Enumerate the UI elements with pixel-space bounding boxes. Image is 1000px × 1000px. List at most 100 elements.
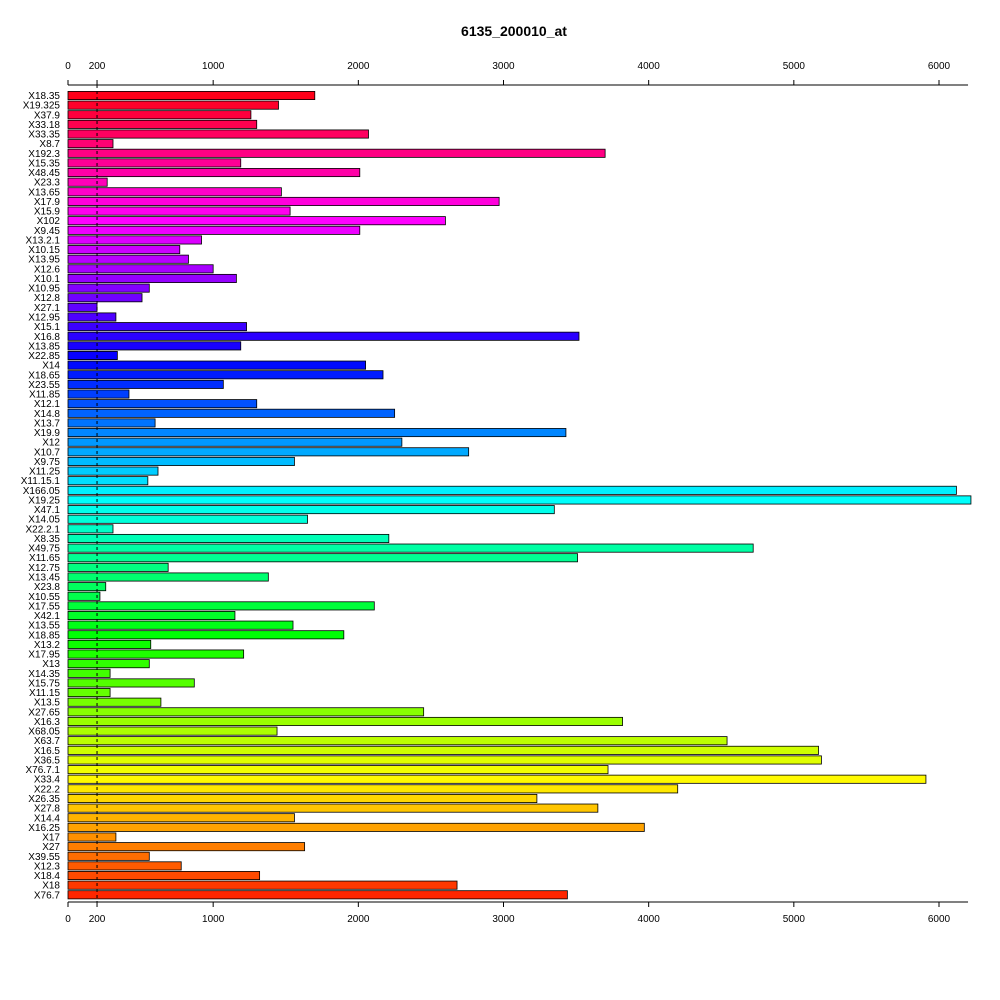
category-label: X42.1: [34, 611, 61, 622]
category-label: X12.3: [34, 861, 61, 872]
bar: [67, 418, 156, 428]
bar: [67, 168, 361, 178]
bottom-tick-label: 0: [65, 914, 71, 925]
category-label: X12.8: [34, 293, 61, 304]
bar: [67, 601, 375, 611]
bar: [67, 437, 403, 447]
category-label: X11.85: [29, 390, 60, 401]
category-label: X10.7: [34, 447, 61, 458]
category-label: X76.7.1: [26, 765, 61, 776]
category-label: X15.75: [28, 678, 60, 689]
category-label: X14.35: [28, 669, 60, 680]
bar: [67, 649, 245, 659]
bar: [67, 611, 236, 621]
bar: [67, 110, 252, 120]
category-label: X11.15.1: [21, 476, 61, 487]
bottom-tick-label: 2000: [347, 914, 370, 925]
bar: [67, 187, 282, 197]
category-label: X10.15: [28, 245, 60, 256]
bar: [67, 379, 224, 389]
category-label: X13: [42, 659, 60, 670]
category-label: X12.6: [34, 264, 61, 275]
category-label: X16.8: [34, 332, 61, 343]
bar: [67, 264, 214, 274]
bar: [67, 254, 189, 264]
bar: [67, 331, 580, 341]
bar: [67, 360, 366, 370]
bar: [67, 216, 446, 226]
bar: [67, 668, 111, 678]
bottom-tick-label: 1000: [202, 914, 225, 925]
bottom-tick-label: 3000: [492, 914, 515, 925]
category-label: X23.55: [28, 380, 60, 391]
bar: [67, 678, 195, 688]
category-label: X11.65: [29, 553, 60, 564]
category-label: X166.05: [23, 486, 61, 497]
bar: [67, 880, 458, 890]
category-label: X22.85: [28, 351, 60, 362]
bar: [67, 861, 182, 871]
bar: [67, 148, 606, 158]
category-label: X19.25: [28, 495, 60, 506]
category-label: X22.2.1: [26, 524, 61, 535]
bar: [67, 630, 345, 640]
category-label: X37.9: [34, 110, 61, 121]
category-label: X13.2.1: [26, 235, 61, 246]
category-label: X18.4: [34, 871, 61, 882]
category-label: X10.1: [34, 274, 61, 285]
bar: [67, 716, 623, 726]
category-label: X102: [37, 216, 61, 227]
category-label: X192.3: [28, 149, 60, 160]
bar: [67, 206, 291, 216]
top-tick-label: 6000: [928, 61, 951, 72]
bottom-tick-label: 4000: [638, 914, 661, 925]
bar: [67, 793, 538, 803]
category-label: X17: [42, 833, 60, 844]
chart-title: 6135_200010_at: [461, 23, 567, 39]
bar: [67, 139, 114, 149]
category-label: X76.7: [34, 890, 61, 901]
category-label: X33.4: [34, 775, 61, 786]
bottom-tick-label: 5000: [783, 914, 806, 925]
category-label: X12.95: [28, 312, 60, 323]
bar: [67, 688, 111, 698]
category-label: X48.45: [28, 168, 60, 179]
bar: [67, 129, 369, 139]
bar: [67, 697, 162, 707]
category-label: X13.55: [28, 621, 60, 632]
category-label: X33.35: [28, 130, 60, 141]
category-label: X17.9: [34, 197, 61, 208]
category-label: X22.2: [34, 784, 61, 795]
category-label: X8.7: [39, 139, 60, 150]
category-label: X13.85: [28, 341, 60, 352]
top-tick-label: 2000: [347, 61, 370, 72]
category-label: X12: [42, 438, 60, 449]
bar: [67, 100, 279, 110]
bar: [67, 312, 117, 322]
category-label: X68.05: [28, 727, 60, 738]
category-label: X26.35: [28, 794, 60, 805]
category-label: X23.8: [34, 582, 61, 593]
category-label: X16.3: [34, 717, 61, 728]
category-label: X17.55: [28, 601, 60, 612]
category-label: X27.65: [28, 707, 60, 718]
bar: [67, 119, 258, 129]
category-label: X11.15: [29, 688, 60, 699]
bar: [67, 745, 819, 755]
top-tick-label: 3000: [492, 61, 515, 72]
bar: [67, 322, 247, 332]
category-label: X39.55: [28, 852, 60, 863]
bar: [67, 408, 396, 418]
bar: [67, 755, 822, 765]
category-label: X10.95: [28, 284, 60, 295]
bar: [67, 822, 645, 832]
category-labels: X18.35X19.325X37.9X33.18X33.35X8.7X192.3…: [21, 91, 61, 901]
bar: [67, 871, 261, 881]
bar: [67, 158, 242, 168]
bar: [67, 533, 390, 543]
category-label: X33.18: [28, 120, 60, 131]
bar: [67, 495, 972, 505]
bars: [67, 91, 972, 900]
bar: [67, 447, 470, 457]
